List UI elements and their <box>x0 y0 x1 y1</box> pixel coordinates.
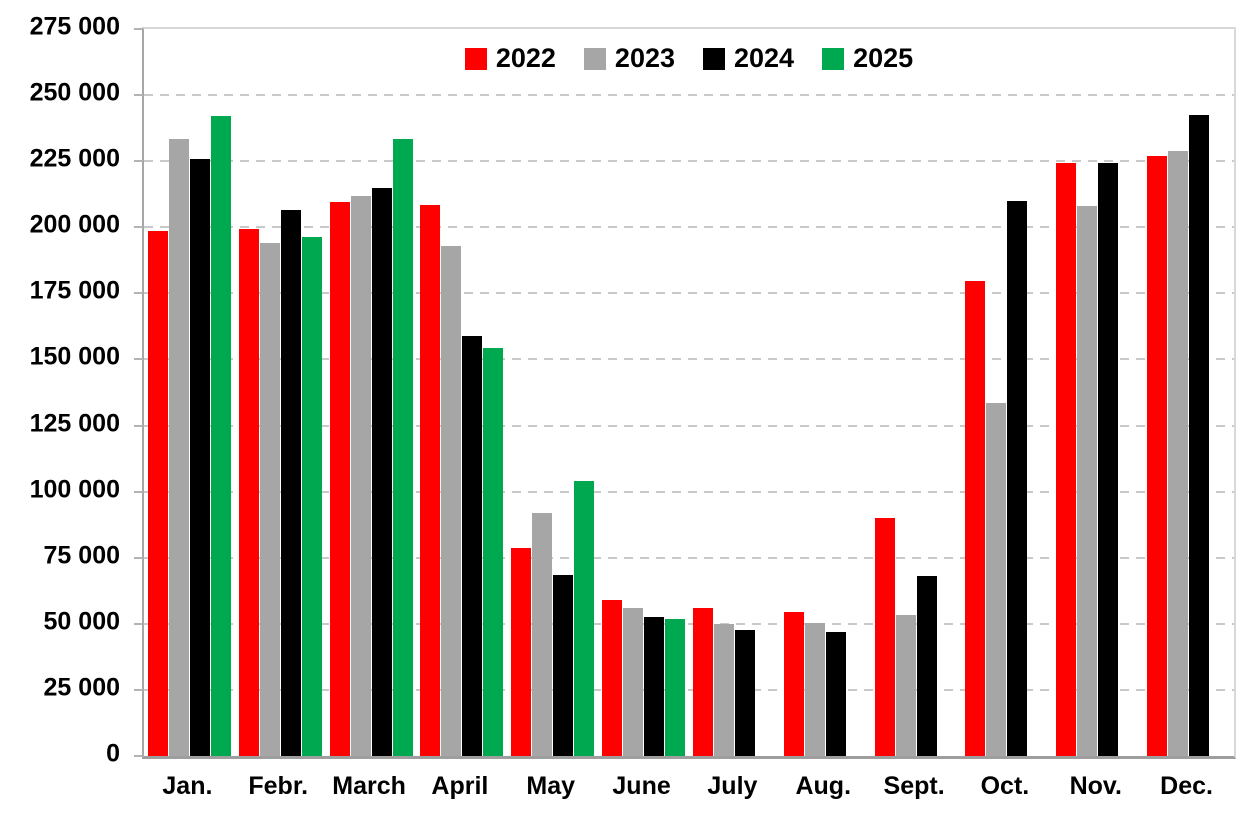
bar-2025-march <box>392 138 413 756</box>
x-tick-label: Oct. <box>980 772 1030 800</box>
legend: 2022 2023 2024 2025 <box>144 45 1234 72</box>
legend-swatch-icon <box>464 47 487 70</box>
y-tick-label: 100 000 <box>29 475 120 504</box>
bar-2022-june <box>602 600 623 756</box>
bar-2023-febr <box>259 243 280 756</box>
bar-2022-nov <box>1056 162 1077 756</box>
legend-item-2025: 2025 <box>822 45 913 72</box>
x-tick-label: Sept. <box>883 772 945 800</box>
legend-label: 2024 <box>734 43 795 73</box>
bar-2022-febr <box>238 228 259 756</box>
legend-swatch-icon <box>583 47 606 70</box>
y-tick-mark <box>134 556 143 559</box>
x-axis: Jan. Febr. March April May June July Aug. Sept. O… <box>142 772 1236 812</box>
y-tick-label: 75 000 <box>43 541 120 570</box>
y-tick-label: 50 000 <box>43 607 120 636</box>
y-tick-mark <box>134 292 143 295</box>
y-tick-mark <box>134 358 143 361</box>
bar-2022-jan <box>147 231 168 756</box>
x-tick-label: May <box>526 772 576 800</box>
x-tick-label: June <box>612 772 671 800</box>
bar-2023-march <box>350 195 371 756</box>
bar-2023-aug <box>804 622 825 756</box>
legend-item-2022: 2022 <box>464 43 556 73</box>
bar-2022-july <box>692 607 713 756</box>
gridline <box>144 94 1234 97</box>
y-axis: 0 25 000 50 000 75 000 100 000 125 000 150 000… <box>0 14 120 766</box>
bar-2022-sept <box>874 518 895 756</box>
bar-2025-febr <box>301 236 322 756</box>
bar-2025-april <box>483 347 504 756</box>
bar-2025-jan <box>210 116 231 756</box>
y-tick-mark <box>134 490 143 493</box>
bar-2024-may <box>553 574 574 756</box>
legend-label: 2025 <box>853 43 914 73</box>
y-tick-label: 125 000 <box>29 409 120 438</box>
bar-2024-july <box>734 630 755 756</box>
bar-2024-nov <box>1098 162 1119 756</box>
y-tick-label: 175 000 <box>29 276 120 305</box>
plot-area: 2022 2023 2024 2025 <box>134 27 1236 759</box>
y-tick-label: 200 000 <box>29 210 120 239</box>
y-tick-label: 250 000 <box>29 78 120 107</box>
y-tick-label: 150 000 <box>29 342 120 371</box>
legend-swatch-icon <box>703 47 725 70</box>
bar-2023-may <box>532 512 553 756</box>
legend-swatch-icon <box>822 47 845 70</box>
bar-2023-oct <box>986 403 1007 756</box>
legend-item-2024: 2024 <box>703 45 794 72</box>
x-tick-label: July <box>707 772 758 800</box>
legend-label: 2023 <box>614 43 675 73</box>
y-tick-mark <box>134 622 143 625</box>
bar-2025-may <box>574 481 595 756</box>
bar-2022-dec <box>1147 155 1168 756</box>
legend-item-2023: 2023 <box>583 43 675 73</box>
bar-2022-april <box>420 204 441 756</box>
bar-2024-febr <box>280 210 301 756</box>
bar-2023-jan <box>168 138 189 756</box>
bar-2023-april <box>441 245 462 756</box>
x-tick-label: Dec. <box>1160 772 1213 800</box>
x-tick-label: Febr. <box>248 772 309 800</box>
bar-2024-june <box>644 617 665 756</box>
bar-2022-march <box>329 202 350 756</box>
x-tick-label: April <box>431 772 489 800</box>
bar-2023-sept <box>895 614 916 756</box>
bar-2023-dec <box>1168 150 1189 756</box>
y-tick-label: 225 000 <box>29 144 120 173</box>
bar-2022-oct <box>965 281 986 756</box>
y-tick-label: 25 000 <box>43 673 120 702</box>
y-tick-mark <box>134 424 143 427</box>
bar-2023-nov <box>1077 206 1098 756</box>
bar-2022-aug <box>783 611 804 756</box>
bar-2024-sept <box>916 576 937 756</box>
y-tick-mark <box>134 226 143 229</box>
y-tick-mark <box>134 160 143 163</box>
bar-2024-aug <box>825 631 846 756</box>
x-tick-label: March <box>332 772 406 800</box>
bar-2023-july <box>713 623 734 756</box>
bar-2024-oct <box>1007 200 1028 756</box>
y-tick-mark <box>134 94 143 97</box>
bar-2024-march <box>371 187 392 756</box>
bar-2023-june <box>623 607 644 756</box>
y-tick-label: 275 000 <box>29 12 120 41</box>
y-tick-mark <box>134 755 143 757</box>
y-tick-label: 0 <box>106 739 120 768</box>
y-tick-mark <box>134 688 143 691</box>
y-tick-mark <box>134 28 143 30</box>
x-tick-label: Nov. <box>1069 772 1122 800</box>
bar-2024-dec <box>1189 114 1210 756</box>
bar-2022-may <box>511 548 532 756</box>
legend-label: 2022 <box>495 43 556 73</box>
bar-2024-april <box>462 335 483 756</box>
bar-2024-jan <box>189 158 210 756</box>
x-tick-label: Jan. <box>162 772 213 800</box>
x-tick-label: Aug. <box>795 772 852 800</box>
bar-2025-june <box>665 618 686 756</box>
